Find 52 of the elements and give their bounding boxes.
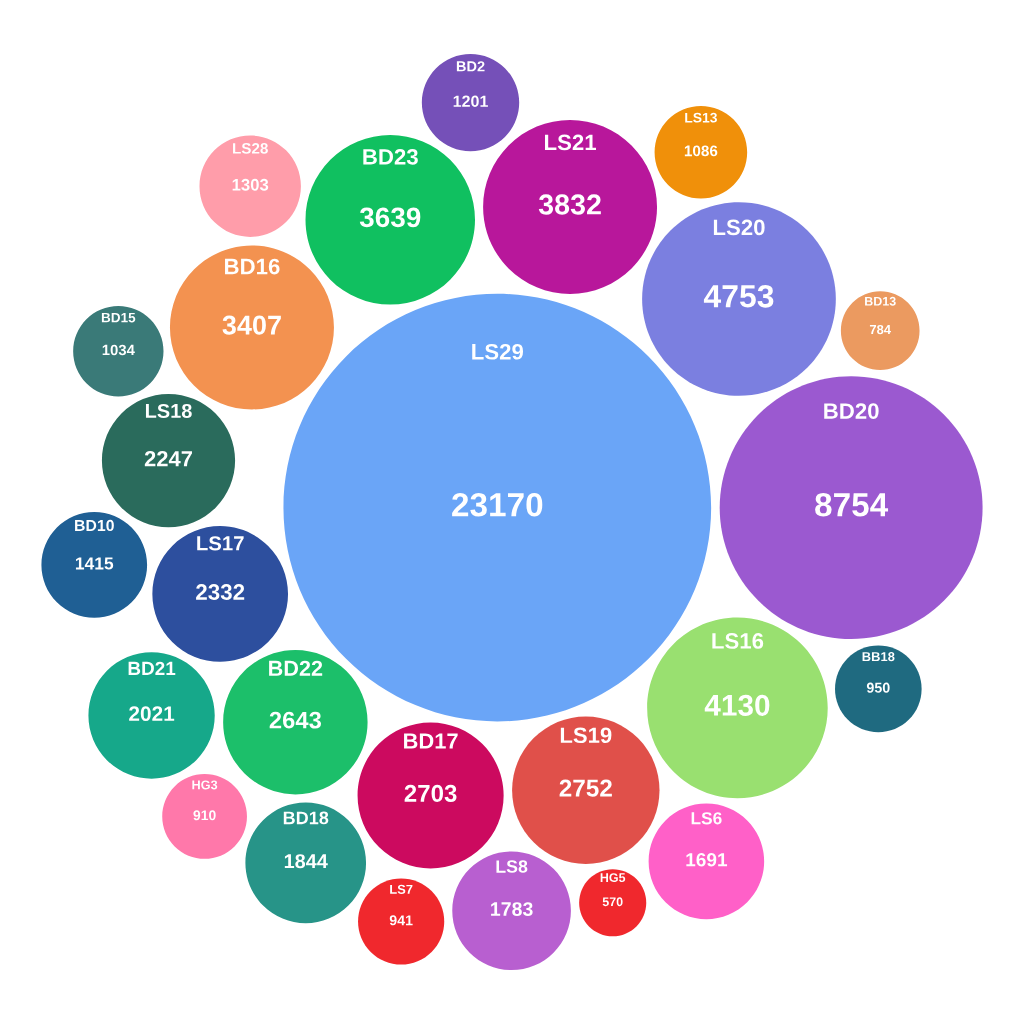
category-label: BD21 bbox=[128, 661, 176, 675]
data-label: 3639 bbox=[359, 207, 421, 228]
category-label: BD22 bbox=[269, 660, 323, 676]
data-label: 2643 bbox=[269, 711, 322, 729]
category-label: HG5 bbox=[600, 873, 626, 883]
data-label: 1844 bbox=[284, 854, 328, 869]
data-label: 941 bbox=[389, 915, 413, 926]
data-label: 784 bbox=[869, 324, 891, 335]
data-label: 1303 bbox=[232, 178, 269, 191]
data-label: 1691 bbox=[686, 853, 728, 867]
category-label: BB18 bbox=[862, 652, 895, 662]
category-label: LS13 bbox=[685, 112, 717, 123]
category-label: HG3 bbox=[192, 780, 218, 790]
category-label: LS29 bbox=[472, 343, 524, 360]
data-label: 23170 bbox=[452, 492, 543, 517]
data-label: 1783 bbox=[491, 902, 533, 917]
category-label: LS7 bbox=[390, 884, 413, 894]
category-label: LS21 bbox=[545, 134, 597, 151]
category-label: LS28 bbox=[233, 143, 268, 154]
data-label: 910 bbox=[193, 810, 216, 821]
data-label: 8754 bbox=[815, 492, 889, 517]
category-label: BD10 bbox=[75, 519, 114, 532]
category-label: BD17 bbox=[404, 733, 458, 749]
category-label: BD2 bbox=[456, 61, 485, 72]
category-label: LS6 bbox=[691, 812, 722, 825]
category-label: LS19 bbox=[560, 727, 612, 744]
data-label: 1034 bbox=[102, 344, 135, 356]
category-label: LS18 bbox=[145, 403, 192, 419]
data-label: 1415 bbox=[75, 557, 114, 570]
category-label: BD16 bbox=[225, 258, 280, 275]
category-label: BD15 bbox=[101, 312, 136, 323]
data-label: 4130 bbox=[704, 694, 770, 716]
data-label: 1201 bbox=[453, 95, 488, 107]
data-label: 570 bbox=[602, 897, 623, 907]
category-label: BD20 bbox=[824, 403, 879, 419]
data-label: 2332 bbox=[196, 584, 245, 600]
category-label: LS8 bbox=[496, 860, 528, 873]
category-label: LS20 bbox=[713, 219, 765, 236]
data-label: 3407 bbox=[222, 315, 281, 335]
category-label: BD18 bbox=[283, 811, 329, 825]
data-label: 1086 bbox=[684, 145, 718, 157]
data-label: 2752 bbox=[559, 779, 612, 797]
data-label: 4753 bbox=[703, 284, 774, 308]
data-label: 2703 bbox=[404, 784, 457, 802]
category-label: BD13 bbox=[865, 296, 896, 306]
category-label: LS17 bbox=[197, 536, 244, 551]
data-label: 2021 bbox=[129, 706, 175, 722]
category-label: LS16 bbox=[712, 633, 764, 649]
data-label: 3832 bbox=[538, 194, 601, 215]
data-label: 950 bbox=[866, 682, 890, 693]
data-label: 2247 bbox=[144, 450, 192, 467]
category-label: BD23 bbox=[363, 148, 418, 165]
